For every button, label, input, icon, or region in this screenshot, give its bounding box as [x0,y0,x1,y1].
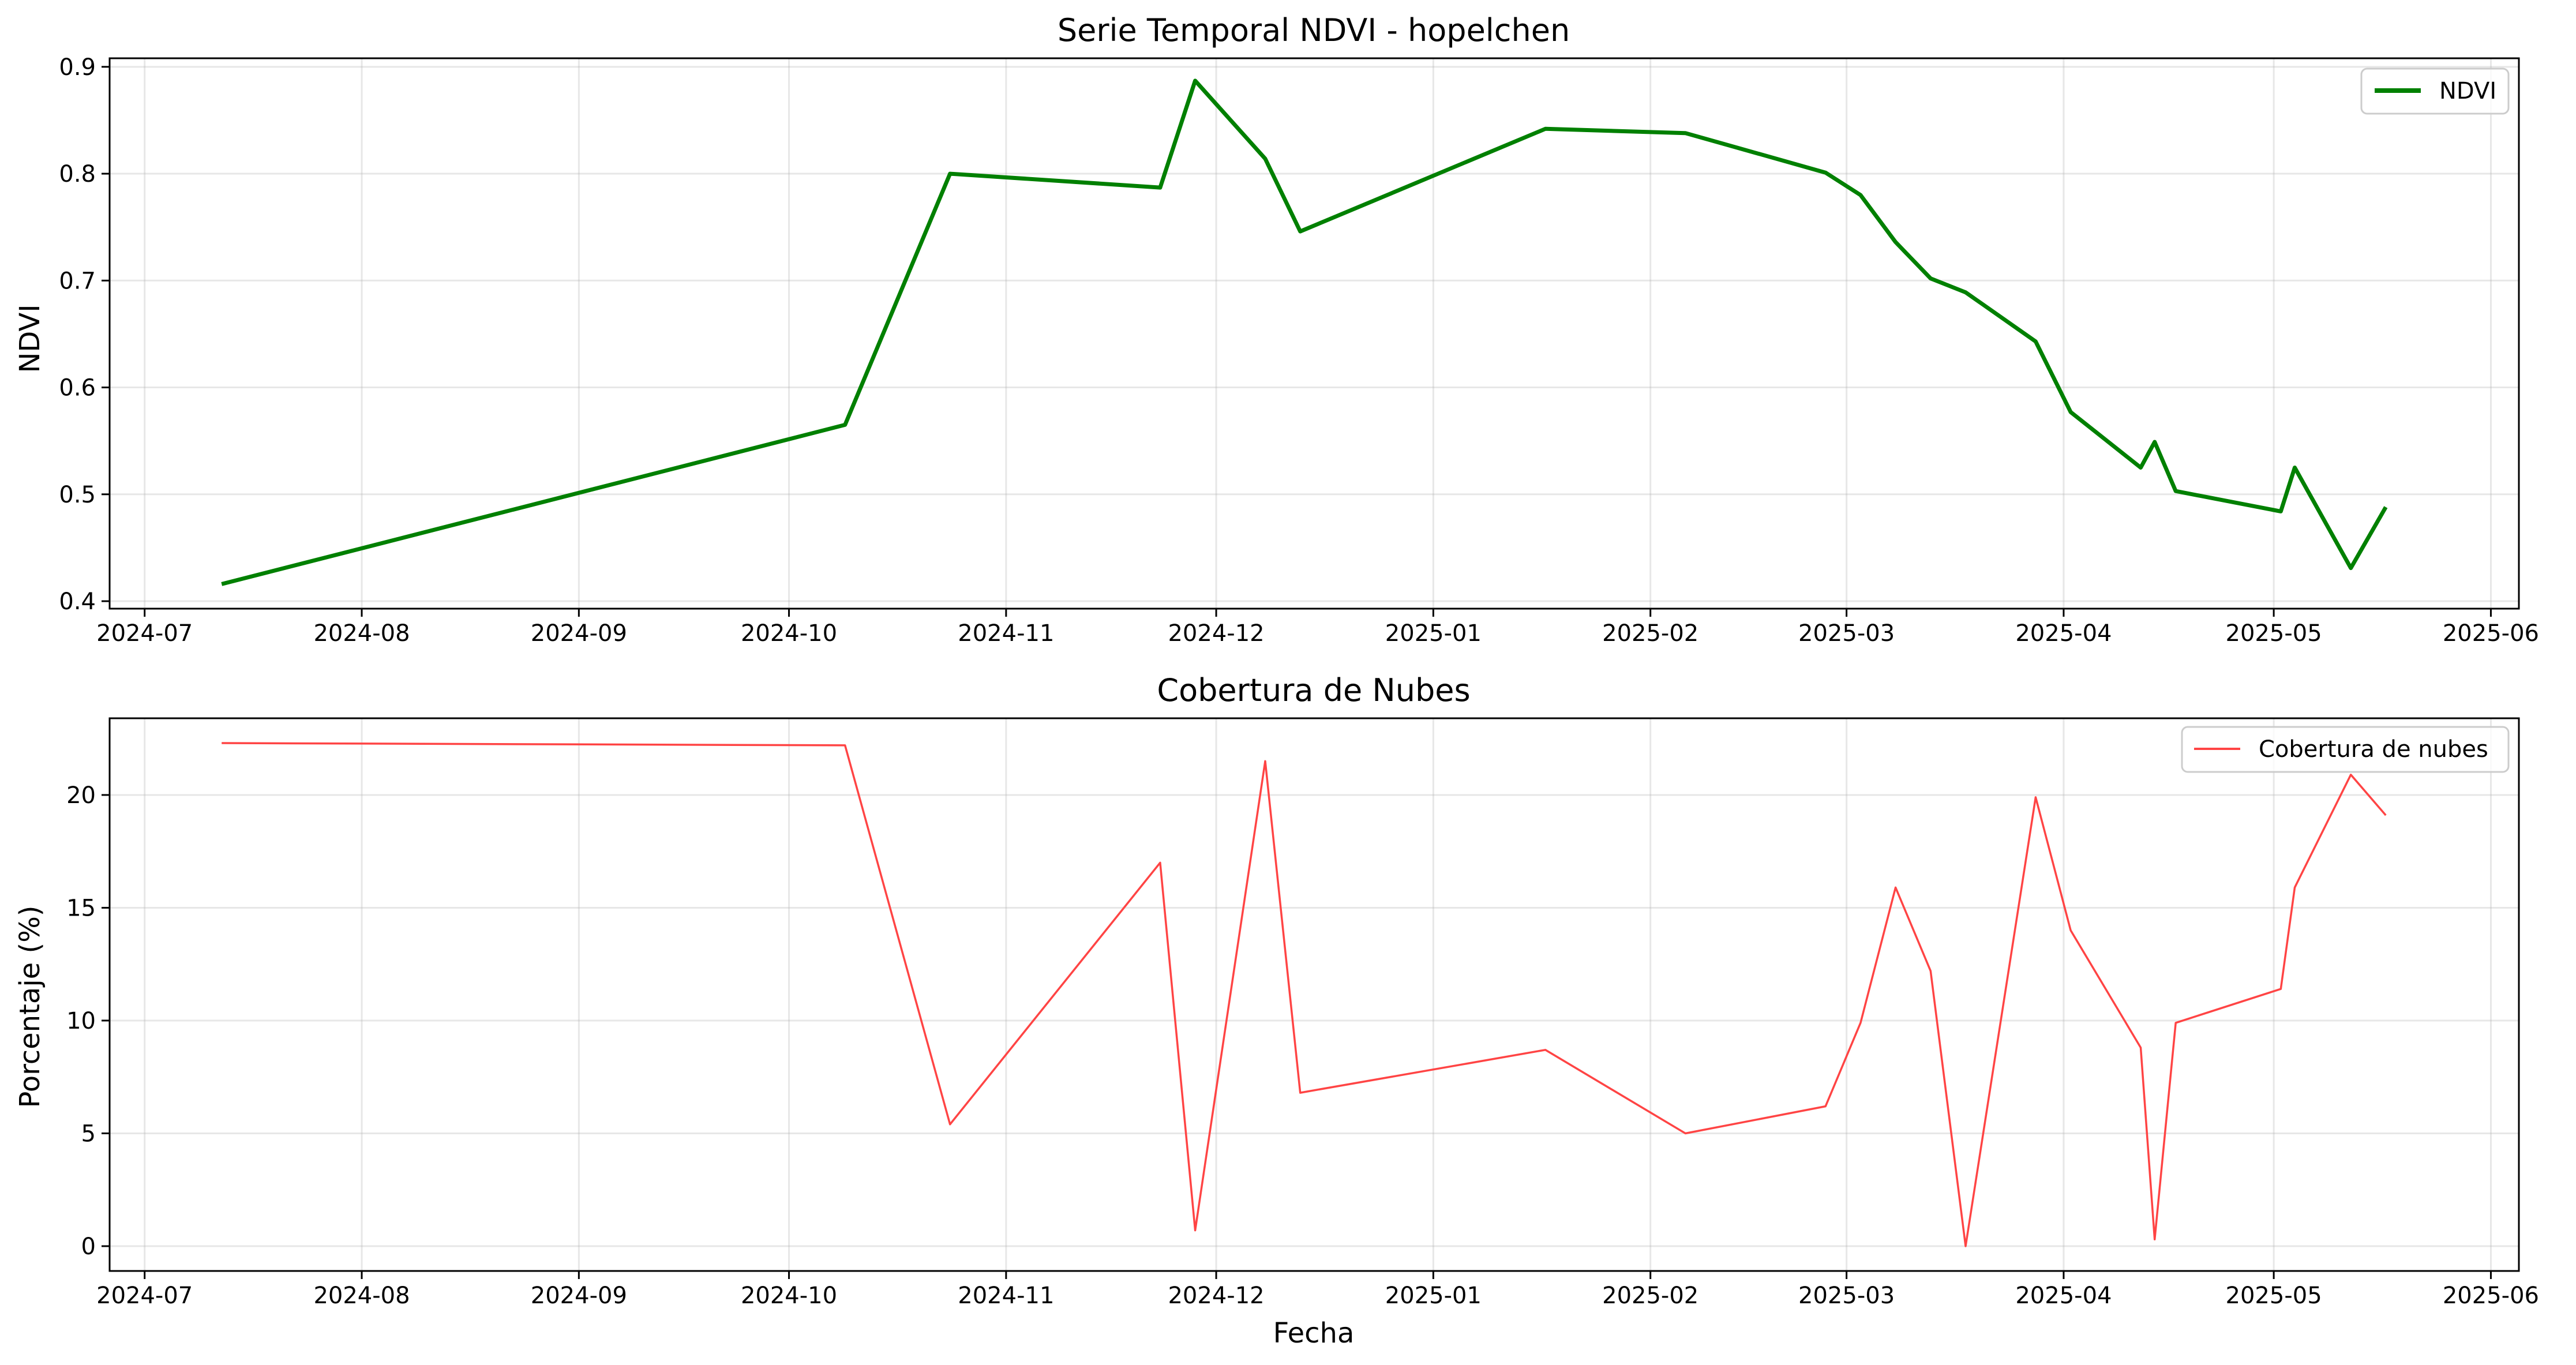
ndvi-grid [110,58,2519,609]
cloud-y-tick-label: 20 [66,782,96,809]
cloud-grid [110,718,2519,1271]
ndvi-y-tick-label: 0.9 [59,54,96,81]
ndvi-y-tick-label: 0.7 [59,268,96,294]
ndvi-x-tick-label: 2025-05 [2226,620,2322,647]
ndvi-x-tick-label: 2025-06 [2443,620,2539,647]
ndvi-y-ticks: 0.4 0.5 0.6 0.7 0.8 0.9 [59,54,110,615]
cloud-x-tick-label: 2025-06 [2443,1282,2539,1309]
ndvi-x-tick-label: 2025-03 [1798,620,1895,647]
cloud-series-line [222,742,2387,1247]
cloud-x-tick-label: 2025-02 [1602,1282,1698,1309]
cloud-x-tick-label: 2025-03 [1798,1282,1895,1309]
cloud-y-ticks: 0 5 10 15 20 [66,782,110,1260]
ndvi-series-line [221,78,2388,586]
ndvi-x-tick-label: 2024-07 [96,620,193,647]
cloud-chart-title: Cobertura de Nubes [1157,672,1470,708]
ndvi-x-tick-label: 2024-10 [741,620,837,647]
ndvi-series-group [221,78,2388,586]
cloud-x-axis-label: Fecha [1273,1317,1355,1349]
ndvi-x-tick-label: 2024-12 [1168,620,1264,647]
cloud-x-tick-label: 2024-11 [958,1282,1054,1309]
ndvi-legend-box [2360,68,2510,115]
cloud-x-tick-label: 2025-01 [1385,1282,1482,1309]
ndvi-x-tick-label: 2025-01 [1385,620,1482,647]
cloud-panel: Cobertura de Nubes Porcentaje (%) Fecha … [14,672,2539,1349]
cloud-y-tick-label: 5 [81,1120,96,1147]
ndvi-legend-label: NDVI [2439,78,2496,104]
cloud-x-tick-label: 2024-07 [96,1282,193,1309]
cloud-y-tick-label: 15 [66,895,96,921]
ndvi-y-tick-label: 0.4 [59,588,96,615]
cloud-x-ticks: 2024-07 2024-08 2024-09 2024-10 2024-11 2024-… [96,1271,2539,1309]
cloud-plot-frame [108,717,2520,1272]
ndvi-x-tick-label: 2025-04 [2015,620,2112,647]
cloud-legend-box [2181,726,2510,773]
cloud-legend: Cobertura de nubes [2181,726,2510,773]
cloud-y-axis-label: Porcentaje (%) [14,905,46,1108]
ndvi-y-tick-label: 0.6 [59,375,96,402]
ndvi-x-tick-label: 2024-08 [313,620,410,647]
ndvi-legend: NDVI [2360,68,2510,115]
cloud-x-tick-label: 2025-05 [2226,1282,2322,1309]
cloud-x-tick-label: 2024-09 [531,1282,627,1309]
cloud-x-tick-label: 2024-12 [1168,1282,1264,1309]
ndvi-panel: Serie Temporal NDVI - hopelchen NDVI 202… [14,12,2539,647]
cloud-y-tick-label: 10 [66,1008,96,1034]
cloud-x-tick-label: 2024-10 [741,1282,837,1309]
ndvi-x-tick-label: 2024-09 [531,620,627,647]
cloud-y-tick-label: 0 [81,1233,96,1260]
cloud-legend-label: Cobertura de nubes [2259,736,2488,763]
ndvi-chart-title: Serie Temporal NDVI - hopelchen [1058,12,1570,48]
ndvi-x-tick-label: 2024-11 [958,620,1054,647]
cloud-series-group [222,742,2387,1247]
ndvi-x-tick-label: 2025-02 [1602,620,1698,647]
cloud-x-tick-label: 2025-04 [2015,1282,2112,1309]
cloud-x-tick-label: 2024-08 [313,1282,410,1309]
ndvi-y-axis-label: NDVI [14,304,46,373]
ndvi-plot-frame [108,57,2520,610]
ndvi-x-ticks: 2024-07 2024-08 2024-09 2024-10 2024-11 2024-… [96,609,2539,647]
ndvi-y-tick-label: 0.8 [59,161,96,187]
ndvi-y-tick-label: 0.5 [59,482,96,508]
